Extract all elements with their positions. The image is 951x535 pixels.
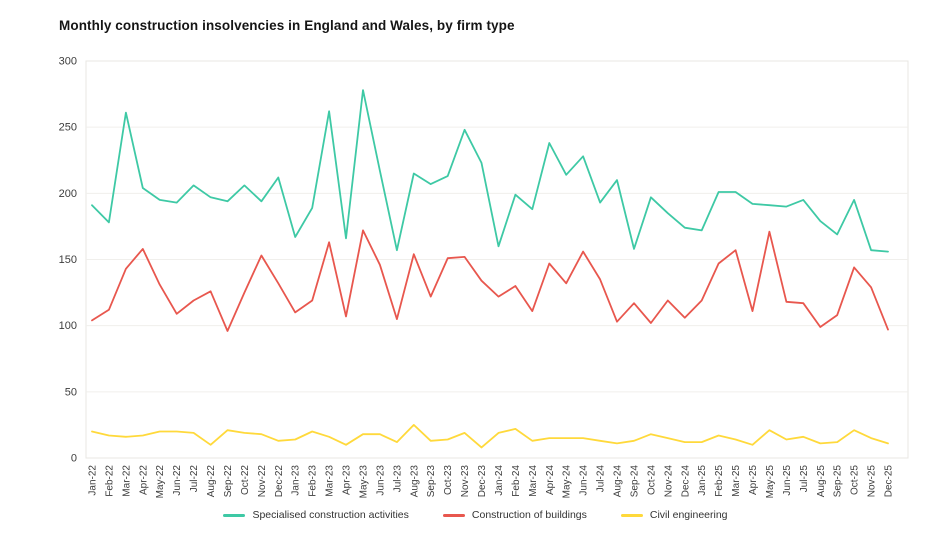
legend-label: Specialised construction activities [252,509,409,521]
series-line-0 [91,89,889,253]
x-axis-tick-label: Apr-24 [545,465,556,495]
x-axis-tick-label: Oct-22 [240,465,251,495]
x-axis-tick-label: Aug-25 [816,465,827,498]
x-axis-tick-label: Jul-24 [596,465,607,493]
y-axis-tick-label: 150 [59,254,77,266]
series-line-2 [91,423,889,449]
legend-item-specialised-construction: Specialised construction activities [223,509,409,521]
legend-swatch-civil-engineering [620,513,643,517]
x-axis-tick-label: Jan-23 [291,465,302,496]
y-axis-tick-label: 0 [71,453,77,465]
x-axis-tick-label: Jan-25 [697,465,708,496]
x-axis-tick-label: Feb-23 [308,465,319,497]
x-axis-tick-label: Oct-25 [850,465,861,495]
legend-label: Civil engineering [649,509,728,521]
x-axis-tick-label: Apr-25 [748,465,759,495]
x-axis-tick-label: Sep-23 [426,465,437,498]
x-axis-tick-label: Jun-25 [782,465,793,496]
x-axis-tick-label: Oct-23 [443,465,454,495]
x-axis-tick-label: Feb-22 [104,465,115,497]
legend-swatch-construction-of-buildings [442,513,465,517]
x-axis-tick-label: Feb-24 [511,465,522,497]
x-axis-tick-label: Dec-23 [477,465,488,498]
legend-label: Construction of buildings [471,509,587,521]
x-axis-tick-label: Aug-23 [409,465,420,498]
x-axis-tick-label: Dec-24 [680,465,691,498]
series-line-1 [91,229,889,332]
x-axis-tick-label: Nov-25 [867,465,878,498]
x-axis-tick-label: Jan-24 [494,465,505,496]
x-axis-tick-label: Nov-22 [257,465,268,498]
y-axis-tick-label: 50 [65,386,77,398]
x-axis-tick-label: Mar-25 [731,465,742,497]
x-axis-tick-label: Feb-25 [714,465,725,497]
x-axis-tick-label: Nov-23 [460,465,471,498]
x-axis-tick-label: Sep-25 [833,465,844,498]
legend-swatch-specialised-construction [223,513,246,517]
x-axis-tick-label: Jun-24 [579,465,590,496]
x-axis-tick-label: Jan-22 [88,465,99,496]
x-axis-tick-label: Apr-23 [342,465,353,495]
chart-title: Monthly construction insolvencies in Eng… [59,18,515,33]
x-axis-tick-label: Apr-22 [138,465,149,495]
x-axis-tick-label: Jun-22 [172,465,183,496]
legend-item-civil-engineering: Civil engineering [620,509,728,521]
x-axis-tick-label: Dec-22 [274,465,285,498]
x-axis-tick-label: May-25 [765,465,776,499]
legend-item-construction-of-buildings: Construction of buildings [442,509,587,521]
x-axis-tick-label: May-24 [562,465,573,499]
x-axis-tick-label: Dec-25 [884,465,895,498]
chart-legend: Specialised construction activities Cons… [0,509,951,521]
x-axis-tick-label: Jul-25 [799,465,810,493]
x-axis-tick-label: Aug-24 [613,465,624,498]
y-axis-tick-label: 100 [59,320,77,332]
x-axis-tick-label: Jul-23 [392,465,403,493]
x-axis-tick-label: May-23 [358,465,369,499]
x-axis-tick-label: Mar-24 [528,465,539,497]
x-axis-tick-label: Sep-22 [223,465,234,498]
x-axis-tick-label: Aug-22 [206,465,217,498]
y-axis-tick-label: 300 [59,56,77,68]
y-axis-tick-label: 200 [59,188,77,200]
x-axis-tick-label: Nov-24 [663,465,674,498]
y-axis-tick-label: 250 [59,122,77,134]
x-axis-tick-label: Jul-22 [189,465,200,493]
x-axis-tick-label: May-22 [155,465,166,499]
x-axis-tick-label: Mar-22 [121,465,132,497]
x-axis-tick-label: Mar-23 [325,465,336,497]
x-axis-tick-label: Sep-24 [629,465,640,498]
x-axis-tick-label: Jun-23 [375,465,386,496]
x-axis-tick-label: Oct-24 [646,465,657,495]
